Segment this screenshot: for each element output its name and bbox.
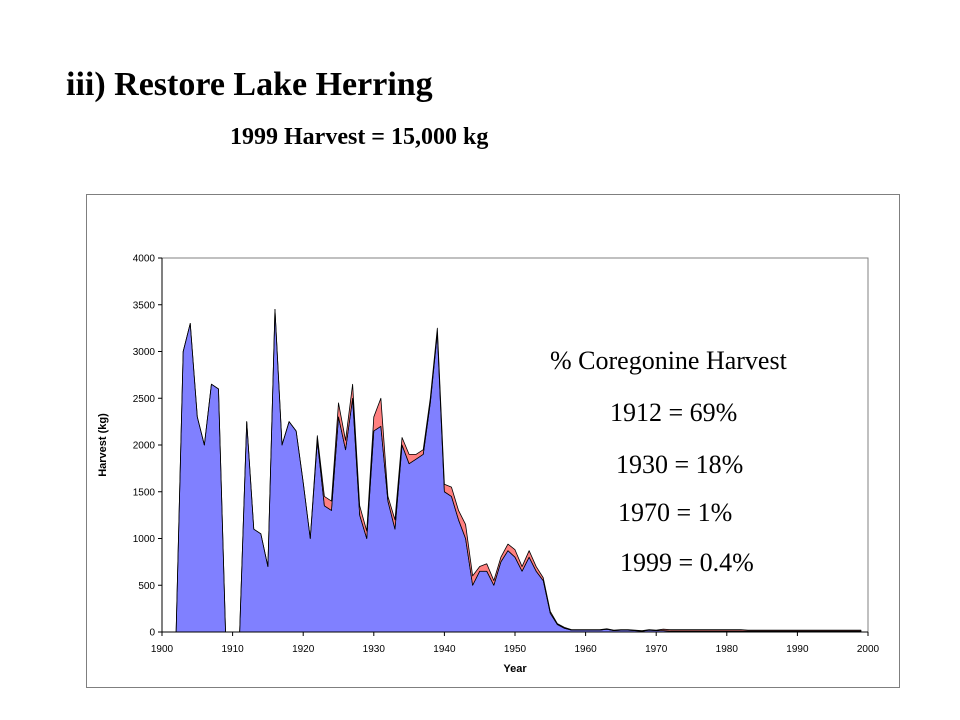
annotation-1930: 1930 = 18%: [616, 450, 744, 479]
x-tick-label: 1920: [292, 644, 315, 655]
x-tick-label: 1960: [574, 644, 597, 655]
y-tick-label: 1000: [133, 534, 156, 545]
x-tick-label: 2000: [857, 644, 880, 655]
x-tick-label: 1930: [363, 644, 386, 655]
axes: 0 500 1000 1500 2000 2500 3000 3500 4000 1900 1910…: [133, 254, 880, 656]
y-tick-label: 3000: [133, 347, 156, 358]
annotation-1999: 1999 = 0.4%: [620, 548, 754, 577]
x-tick-label: 1940: [433, 644, 456, 655]
x-tick-label: 1950: [504, 644, 527, 655]
y-tick-label: 500: [138, 581, 155, 592]
y-axis-label: Harvest (kg): [97, 413, 109, 477]
y-tick-label: 1500: [133, 487, 156, 498]
chart-frame: [86, 194, 900, 688]
x-axis-label: Year: [503, 663, 527, 675]
y-tick-label: 0: [149, 628, 155, 639]
y-tick-label: 2000: [133, 441, 156, 452]
annotation-heading: % Coregonine Harvest: [550, 346, 787, 375]
slide-subtitle: 1999 Harvest = 15,000 kg: [230, 124, 489, 150]
x-tick-label: 1980: [716, 644, 739, 655]
x-tick-label: 1990: [786, 644, 809, 655]
y-tick-label: 2500: [133, 394, 156, 405]
x-tick-label: 1900: [151, 644, 174, 655]
x-tick-label: 1970: [645, 644, 668, 655]
annotation-1912: 1912 = 69%: [610, 398, 738, 427]
y-tick-label: 4000: [133, 254, 156, 265]
slide-title: iii) Restore Lake Herring: [66, 66, 433, 103]
area-series-2: [175, 309, 862, 633]
y-tick-label: 3500: [133, 300, 156, 311]
x-tick-label: 1910: [221, 644, 244, 655]
annotation-1970: 1970 = 1%: [618, 498, 733, 527]
